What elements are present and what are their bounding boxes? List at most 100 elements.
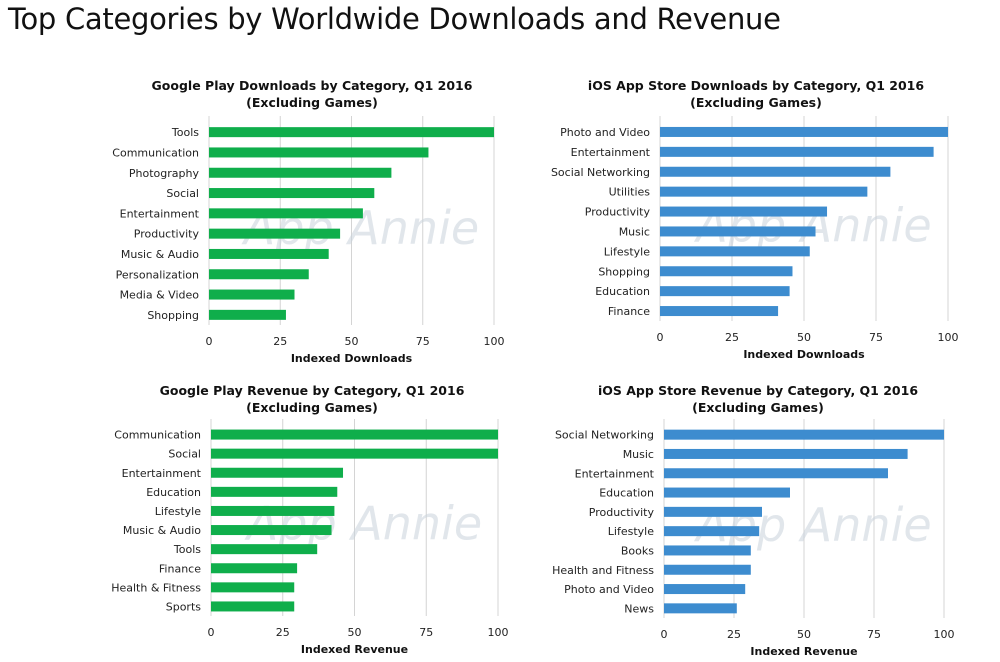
bar bbox=[664, 468, 888, 479]
bar bbox=[660, 146, 934, 157]
category-label: Entertainment bbox=[122, 467, 202, 480]
chart-ios-revenue: iOS App Store Revenue by Category, Q1 20… bbox=[540, 377, 980, 662]
category-label: Personalization bbox=[116, 268, 199, 281]
category-label: Music & Audio bbox=[121, 248, 199, 261]
bar bbox=[211, 601, 295, 612]
category-label: Social Networking bbox=[551, 166, 650, 179]
x-tick-label: 75 bbox=[416, 335, 430, 348]
category-label: Finance bbox=[159, 562, 201, 575]
x-axis-label: Indexed Downloads bbox=[743, 348, 865, 361]
chart-svg: iOS App Store Downloads by Category, Q1 … bbox=[551, 78, 959, 361]
x-tick-label: 50 bbox=[797, 331, 811, 344]
bar bbox=[660, 166, 891, 177]
bar bbox=[209, 167, 392, 178]
bar bbox=[664, 545, 751, 556]
bar bbox=[211, 544, 318, 555]
bar bbox=[209, 309, 286, 320]
category-label: Education bbox=[146, 486, 201, 499]
category-label: Social Networking bbox=[555, 429, 654, 442]
bar bbox=[209, 127, 494, 138]
x-tick-label: 25 bbox=[273, 335, 287, 348]
bar bbox=[209, 147, 429, 158]
category-label: Shopping bbox=[598, 265, 650, 278]
chart-subtitle: (Excluding Games) bbox=[246, 400, 378, 415]
bar bbox=[664, 506, 762, 517]
category-label: Sports bbox=[166, 600, 202, 613]
x-tick-label: 100 bbox=[938, 331, 959, 344]
bar bbox=[660, 186, 868, 197]
watermark-text: App Annie bbox=[244, 497, 482, 551]
bar bbox=[660, 126, 948, 137]
x-tick-label: 50 bbox=[345, 335, 359, 348]
x-tick-label: 25 bbox=[727, 628, 741, 641]
category-label: Productivity bbox=[589, 506, 655, 519]
bar bbox=[211, 582, 295, 593]
category-label: Productivity bbox=[585, 206, 651, 219]
x-tick-label: 0 bbox=[657, 331, 664, 344]
bar bbox=[209, 188, 375, 199]
bar bbox=[211, 563, 298, 574]
bar bbox=[209, 228, 341, 239]
category-label: Entertainment bbox=[120, 207, 200, 220]
x-tick-label: 25 bbox=[725, 331, 739, 344]
bar bbox=[660, 226, 816, 237]
bar bbox=[211, 505, 335, 516]
bar bbox=[211, 429, 498, 440]
x-tick-label: 0 bbox=[661, 628, 668, 641]
category-label: Communication bbox=[114, 429, 201, 442]
category-label: News bbox=[624, 602, 654, 615]
category-label: Shopping bbox=[147, 309, 199, 322]
chart-google-play-revenue: Google Play Revenue by Category, Q1 2016… bbox=[100, 377, 520, 662]
category-label: Music & Audio bbox=[123, 524, 201, 537]
x-tick-label: 75 bbox=[419, 626, 433, 639]
x-axis-label: Indexed Downloads bbox=[291, 352, 413, 365]
category-label: Books bbox=[621, 544, 654, 557]
chart-title: iOS App Store Downloads by Category, Q1 … bbox=[588, 78, 924, 93]
bar bbox=[211, 448, 498, 459]
category-label: Health and Fitness bbox=[552, 564, 654, 577]
chart-svg: iOS App Store Revenue by Category, Q1 20… bbox=[552, 383, 955, 658]
category-label: Tools bbox=[171, 126, 199, 139]
chart-title: Google Play Downloads by Category, Q1 20… bbox=[152, 78, 473, 93]
category-label: Music bbox=[619, 225, 650, 238]
category-label: Photo and Video bbox=[560, 126, 650, 139]
category-label: Tools bbox=[173, 543, 201, 556]
bar bbox=[660, 286, 790, 297]
bar bbox=[209, 289, 295, 300]
bar bbox=[211, 525, 332, 536]
x-tick-label: 50 bbox=[348, 626, 362, 639]
chart-svg: Google Play Revenue by Category, Q1 2016… bbox=[111, 383, 509, 656]
category-label: Lifestyle bbox=[604, 245, 650, 258]
bar bbox=[209, 269, 309, 280]
bar bbox=[211, 486, 338, 497]
chart-subtitle: (Excluding Games) bbox=[692, 400, 824, 415]
category-label: Photography bbox=[129, 167, 200, 180]
category-label: Photo and Video bbox=[564, 583, 654, 596]
x-tick-label: 100 bbox=[484, 335, 505, 348]
x-tick-label: 50 bbox=[797, 628, 811, 641]
watermark-text: App Annie bbox=[693, 498, 931, 552]
chart-svg: Google Play Downloads by Category, Q1 20… bbox=[112, 78, 505, 365]
x-tick-label: 75 bbox=[867, 628, 881, 641]
chart-title: Google Play Revenue by Category, Q1 2016 bbox=[160, 383, 465, 398]
bar bbox=[664, 526, 760, 537]
bar bbox=[660, 246, 810, 257]
watermark-text: App Annie bbox=[693, 198, 931, 252]
category-label: Communication bbox=[112, 146, 199, 159]
bar bbox=[211, 467, 344, 478]
bar bbox=[664, 584, 746, 595]
chart-ios-downloads: iOS App Store Downloads by Category, Q1 … bbox=[540, 72, 980, 372]
bar bbox=[209, 208, 363, 219]
x-axis-label: Indexed Revenue bbox=[750, 645, 857, 658]
category-label: Utilities bbox=[609, 186, 651, 199]
x-tick-label: 100 bbox=[488, 626, 509, 639]
category-label: Entertainment bbox=[571, 146, 651, 159]
x-tick-label: 100 bbox=[934, 628, 955, 641]
category-label: Entertainment bbox=[575, 467, 655, 480]
category-label: Health & Fitness bbox=[111, 581, 201, 594]
category-label: Finance bbox=[608, 305, 650, 318]
bar bbox=[664, 429, 944, 440]
x-tick-label: 0 bbox=[206, 335, 213, 348]
category-label: Lifestyle bbox=[155, 505, 201, 518]
page-title: Top Categories by Worldwide Downloads an… bbox=[8, 2, 781, 36]
